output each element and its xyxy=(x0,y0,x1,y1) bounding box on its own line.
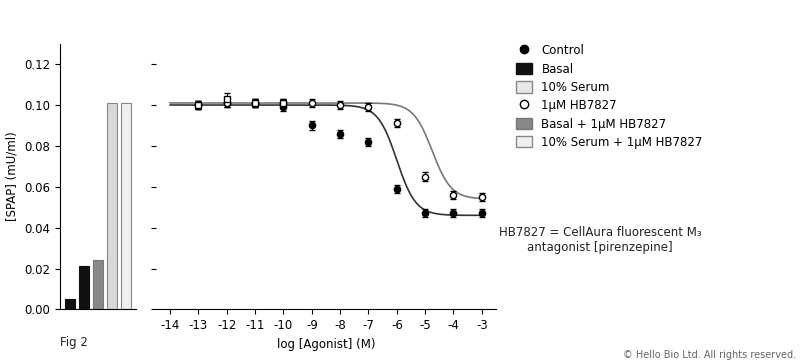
X-axis label: log [Agonist] (M): log [Agonist] (M) xyxy=(277,338,375,351)
Text: HB7827 = CellAura fluorescent M₃
antagonist [pirenzepine]: HB7827 = CellAura fluorescent M₃ antagon… xyxy=(498,226,702,254)
Bar xyxy=(122,103,131,309)
Bar xyxy=(107,103,117,309)
Bar xyxy=(93,260,103,309)
Text: Fig 2: Fig 2 xyxy=(60,336,88,349)
Bar xyxy=(65,299,74,309)
Text: © Hello Bio Ltd. All rights reserved.: © Hello Bio Ltd. All rights reserved. xyxy=(623,351,796,360)
Y-axis label: [SPAP] (mU/ml): [SPAP] (mU/ml) xyxy=(6,132,18,221)
Legend: Control, Basal, 10% Serum, 1μM HB7827, Basal + 1μM HB7827, 10% Serum + 1μM HB782: Control, Basal, 10% Serum, 1μM HB7827, B… xyxy=(515,44,703,149)
Bar xyxy=(79,266,89,309)
